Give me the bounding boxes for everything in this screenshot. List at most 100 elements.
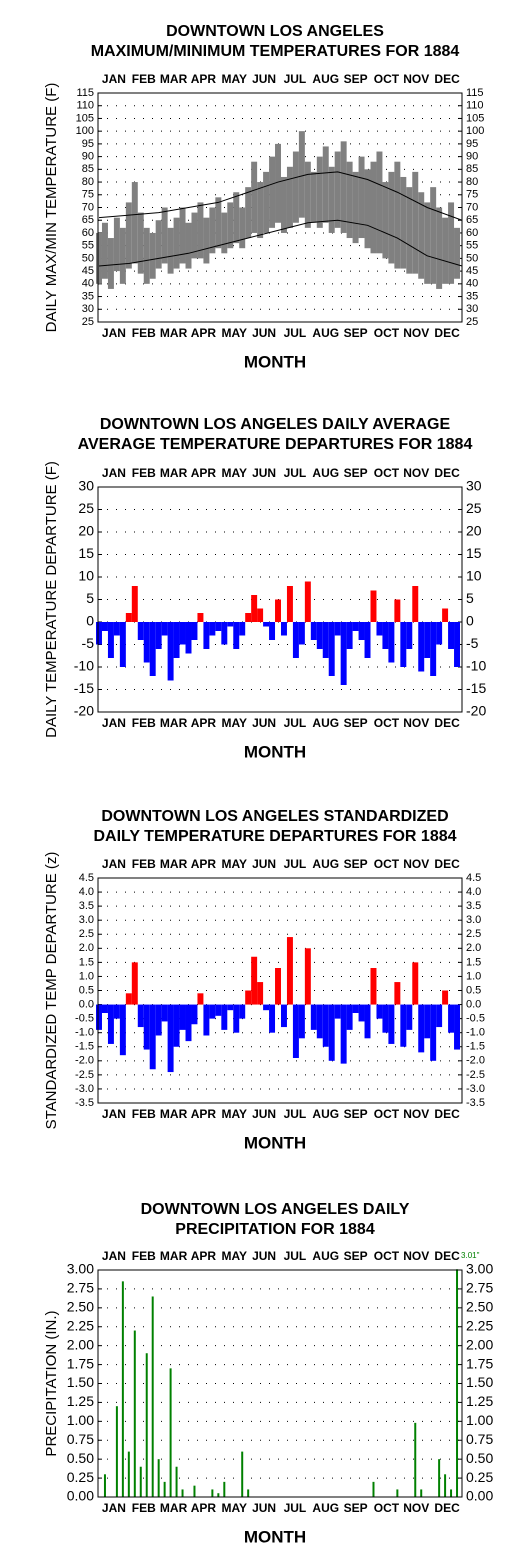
range-bar (263, 171, 270, 233)
bar (221, 622, 228, 645)
y-tick-label: 65 (466, 214, 478, 226)
y-tick-label: 0.25 (466, 1469, 493, 1485)
y-tick-label: 3.0 (79, 914, 94, 926)
bar (155, 1004, 162, 1036)
range-bar (358, 156, 365, 239)
y-tick-label: 10 (466, 568, 482, 584)
y-tick-label: 1.25 (67, 1393, 94, 1409)
range-bar (119, 227, 126, 284)
bar (269, 1004, 276, 1033)
y-tick-label: 4.0 (79, 886, 94, 898)
y-tick-label: 0.75 (67, 1431, 94, 1447)
x-tick-label: JUL (284, 1249, 307, 1263)
y-tick-label: 65 (82, 214, 94, 226)
range-bar (155, 220, 162, 269)
bar (215, 1004, 222, 1016)
bar (394, 599, 401, 622)
y-tick-label: 95 (466, 138, 478, 150)
y-tick-label: 5 (86, 590, 94, 606)
range-bar (101, 222, 108, 279)
x-tick-label: JAN (102, 466, 126, 480)
range-bar (275, 143, 281, 223)
y-tick-label: 40 (466, 278, 478, 290)
range-bar (185, 222, 192, 269)
bar (227, 622, 234, 627)
range-bar (227, 202, 234, 249)
bar (400, 622, 407, 667)
bar (233, 622, 240, 649)
y-tick-label: -15 (466, 680, 486, 696)
bar (203, 1004, 210, 1036)
range-bar (298, 131, 305, 218)
chart-title: PRECIPITATION FOR 1884 (175, 1221, 375, 1238)
bar (137, 622, 144, 640)
range-bar (137, 212, 144, 274)
bar (358, 1004, 365, 1022)
bar (286, 586, 293, 622)
range-bar (125, 202, 132, 269)
bar (304, 948, 311, 1005)
bar (310, 622, 317, 640)
x-tick-label: OCT (374, 1107, 400, 1121)
range-bar (167, 227, 174, 274)
bar (175, 1466, 178, 1497)
bar (304, 581, 311, 622)
y-tick-label: 25 (466, 316, 478, 328)
range-bar (382, 182, 389, 259)
y-tick-label: 25 (82, 316, 94, 328)
y-axis-label: PRECIPITATION (IN.) (43, 1310, 60, 1456)
bar (167, 622, 174, 681)
x-tick-label: JAN (102, 716, 126, 730)
normal-line (98, 171, 463, 221)
bar (161, 1004, 168, 1022)
x-tick-label: JAN (102, 857, 126, 871)
x-tick-label: FEB (132, 716, 156, 730)
x-tick-label: JAN (102, 1501, 126, 1515)
y-tick-label: 60 (82, 227, 94, 239)
bar (406, 622, 413, 649)
range-bar (364, 169, 371, 249)
x-tick-label: MAR (160, 1501, 188, 1515)
bar (139, 1466, 142, 1497)
y-tick-label: 1.75 (466, 1355, 493, 1371)
x-tick-label: JUN (252, 72, 276, 86)
x-tick-label: APR (191, 1249, 217, 1263)
bar (406, 1004, 413, 1030)
bar (280, 622, 287, 636)
bar (211, 1489, 214, 1497)
y-tick-label: 115 (466, 87, 484, 99)
y-tick-label: 0.00 (466, 1488, 493, 1504)
x-tick-label: JUL (284, 326, 307, 340)
x-tick-label: APR (191, 326, 217, 340)
bar (239, 622, 246, 636)
bar (263, 1004, 270, 1011)
y-tick-label: -3.5 (466, 1097, 485, 1109)
bar (137, 1004, 144, 1028)
bar (113, 622, 120, 636)
y-tick-label: 105 (76, 112, 94, 124)
bar (191, 1004, 198, 1025)
x-tick-label: AUG (312, 72, 339, 86)
y-tick-label: 0.00 (67, 1488, 94, 1504)
x-tick-label: NOV (403, 1501, 429, 1515)
range-bar (328, 166, 335, 233)
range-bar (304, 161, 311, 228)
y-tick-label: -2.0 (466, 1055, 485, 1067)
x-tick-label: OCT (374, 1501, 400, 1515)
bar (298, 1004, 305, 1039)
y-tick-label: -3.0 (466, 1083, 485, 1095)
x-tick-label: OCT (374, 326, 400, 340)
y-tick-label: 0 (466, 613, 474, 629)
x-tick-label: OCT (374, 466, 400, 480)
x-tick-label: JUN (252, 1501, 276, 1515)
x-tick-label: APR (191, 466, 217, 480)
x-tick-label: JUN (252, 326, 276, 340)
y-tick-label: 3.5 (466, 900, 481, 912)
bar (269, 622, 276, 640)
y-tick-label: -1.0 (466, 1027, 485, 1039)
chart-title: DOWNTOWN LOS ANGELES DAILY AVERAGE (100, 416, 451, 433)
bar (257, 982, 264, 1005)
y-tick-label: 0 (86, 613, 94, 629)
x-tick-label: SEP (344, 326, 368, 340)
y-tick-label: 70 (82, 201, 94, 213)
